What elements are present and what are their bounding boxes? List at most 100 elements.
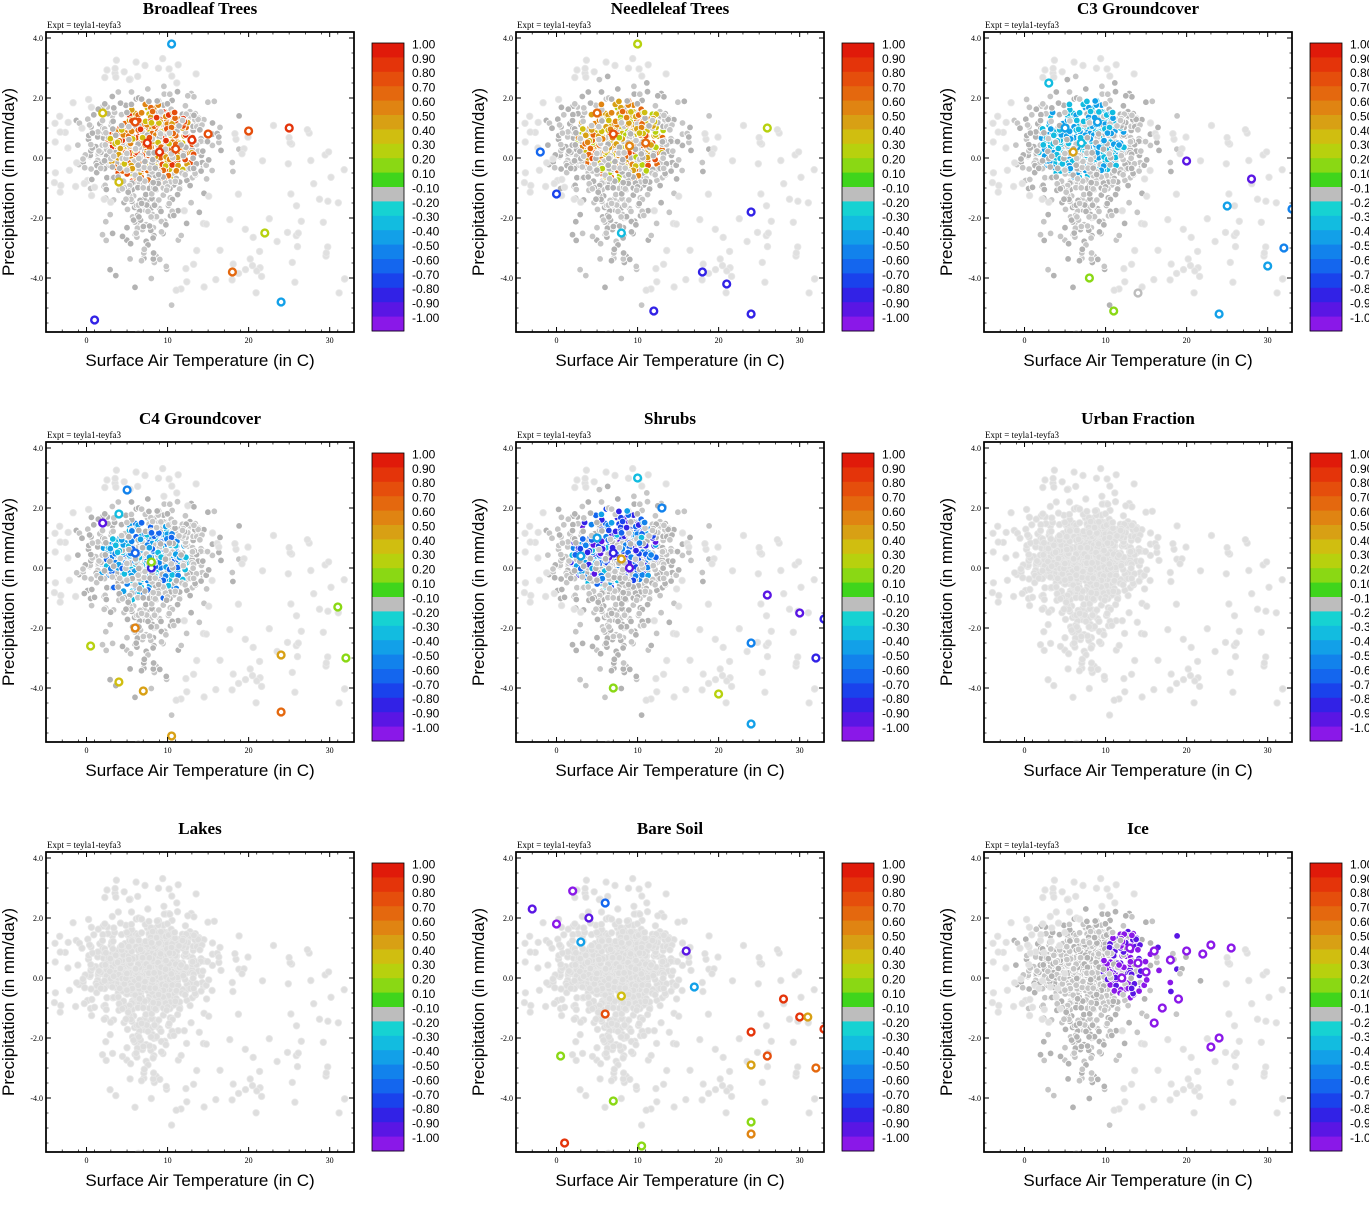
background-point (141, 656, 148, 663)
background-point (594, 519, 601, 526)
background-point (1096, 229, 1103, 236)
background-point (705, 680, 712, 687)
background-point (1131, 71, 1138, 78)
colorbar-bin (372, 511, 404, 526)
background-point (174, 191, 181, 198)
background-point (736, 625, 743, 632)
background-point (342, 686, 349, 693)
background-point (201, 694, 208, 701)
colorbar-tick-label: 0.70 (412, 81, 436, 95)
background-point (110, 126, 117, 133)
colorbar-tick-label: 0.20 (1350, 153, 1369, 167)
background-point (1170, 130, 1177, 137)
background-point (1117, 117, 1124, 124)
background-point (573, 628, 580, 635)
background-point (101, 568, 108, 575)
data-point (172, 146, 179, 153)
colorbar-bin (842, 173, 874, 188)
background-point (1101, 137, 1108, 144)
background-point (191, 504, 198, 511)
background-point (136, 176, 143, 183)
background-point (556, 532, 563, 539)
background-point (242, 266, 249, 273)
colorbar-tick-label: 0.40 (412, 124, 436, 138)
colorbar-tick-label: -0.10 (1350, 181, 1369, 195)
colorbar-tick-label: 1.00 (412, 447, 436, 461)
background-point (629, 55, 636, 62)
background-point (1223, 161, 1230, 168)
background-point (253, 290, 260, 297)
background-point (565, 106, 572, 113)
background-point (663, 657, 670, 664)
background-point (700, 578, 707, 585)
background-point (79, 125, 86, 132)
background-point (1173, 191, 1180, 198)
background-point (700, 168, 707, 175)
background-point (673, 221, 680, 228)
background-point (628, 229, 635, 236)
background-point (293, 203, 300, 210)
background-point (585, 174, 592, 181)
background-point (587, 555, 594, 562)
background-point (566, 148, 573, 155)
background-point (190, 165, 197, 172)
background-point (136, 527, 143, 534)
background-point (163, 597, 170, 604)
colorbar-bin (842, 43, 874, 58)
background-point (146, 223, 153, 230)
background-point (1036, 165, 1043, 172)
background-point (112, 65, 119, 72)
background-point (88, 104, 95, 111)
data-point (1264, 263, 1271, 270)
background-point (1125, 182, 1132, 189)
colorbar-tick-label: -0.80 (412, 282, 440, 296)
background-point (113, 57, 120, 64)
background-point (99, 527, 106, 534)
colorbar-bin (1310, 86, 1342, 101)
background-point (762, 689, 769, 696)
background-point (181, 207, 188, 214)
background-point (1086, 214, 1093, 221)
background-point (1083, 86, 1090, 93)
background-point (673, 586, 680, 593)
background-point (109, 93, 116, 100)
x-tick-label: 30 (326, 336, 334, 345)
background-point (1026, 141, 1033, 148)
background-point (644, 80, 651, 87)
background-point (651, 207, 658, 214)
data-point (1183, 158, 1190, 165)
background-point (1208, 122, 1215, 129)
background-point (1123, 93, 1130, 100)
background-point (104, 67, 111, 74)
background-point (556, 122, 563, 129)
background-point (167, 91, 174, 98)
colorbar-tick-label: 0.90 (412, 462, 436, 476)
background-point (1047, 93, 1054, 100)
background-point (1094, 197, 1101, 204)
background-point (540, 99, 547, 106)
background-point (91, 594, 98, 601)
background-point (163, 263, 170, 270)
y-axis-label: Precipitation (in mm/day) (0, 498, 18, 686)
background-point (598, 89, 605, 96)
chart-title: C3 Groundcover (1077, 0, 1199, 18)
colorbar-bin (1310, 259, 1342, 274)
data-point (132, 119, 139, 126)
background-point (203, 176, 210, 183)
data-point (286, 125, 293, 132)
background-point (542, 183, 549, 190)
background-point (1104, 200, 1111, 207)
background-point (675, 99, 682, 106)
background-point (188, 609, 195, 616)
background-point (247, 666, 254, 673)
colorbar-tick-label: 0.60 (412, 505, 436, 519)
background-point (1048, 153, 1055, 160)
data-point (1281, 245, 1288, 252)
background-point (1101, 263, 1108, 270)
background-point (205, 567, 212, 574)
background-point (217, 657, 224, 664)
background-point (196, 619, 203, 626)
background-point (702, 130, 709, 137)
background-point (569, 641, 576, 648)
background-point (328, 584, 335, 591)
